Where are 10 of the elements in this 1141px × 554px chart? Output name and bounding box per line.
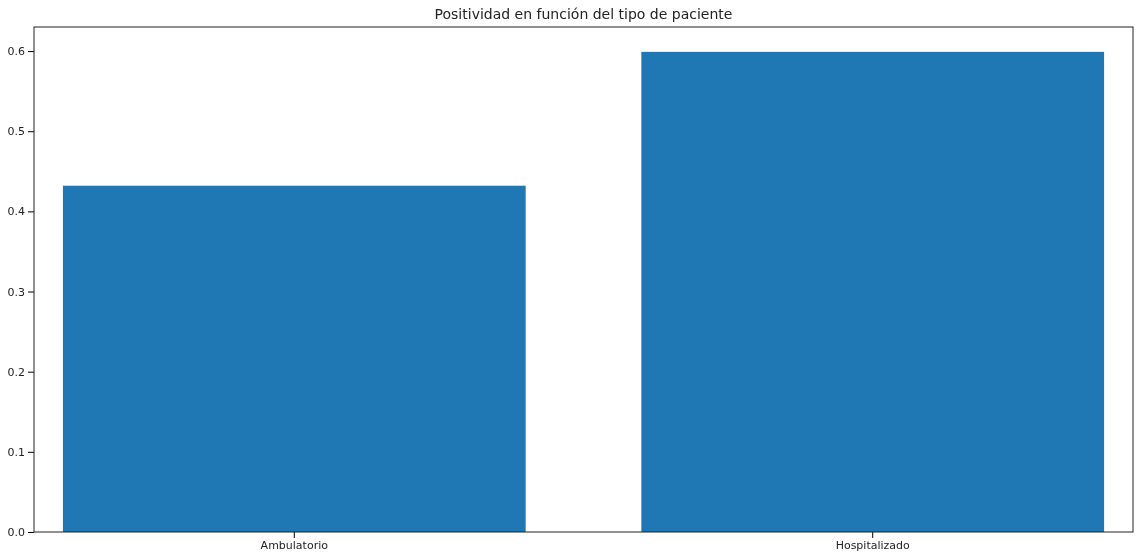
y-tick-label: 0.4 xyxy=(7,205,25,219)
y-tick-label: 0.3 xyxy=(7,285,25,299)
chart-title: Positividad en función del tipo de paciente xyxy=(434,6,733,22)
y-tick-label: 0.5 xyxy=(7,125,25,139)
y-tick-label: 0.1 xyxy=(7,445,25,459)
x-tick-label: Ambulatorio xyxy=(260,538,329,552)
x-tick-label: Hospitalizado xyxy=(835,538,911,552)
y-tick-label: 0.0 xyxy=(7,526,25,540)
y-tick-label: 0.2 xyxy=(7,365,25,379)
y-tick-label: 0.6 xyxy=(7,45,25,59)
